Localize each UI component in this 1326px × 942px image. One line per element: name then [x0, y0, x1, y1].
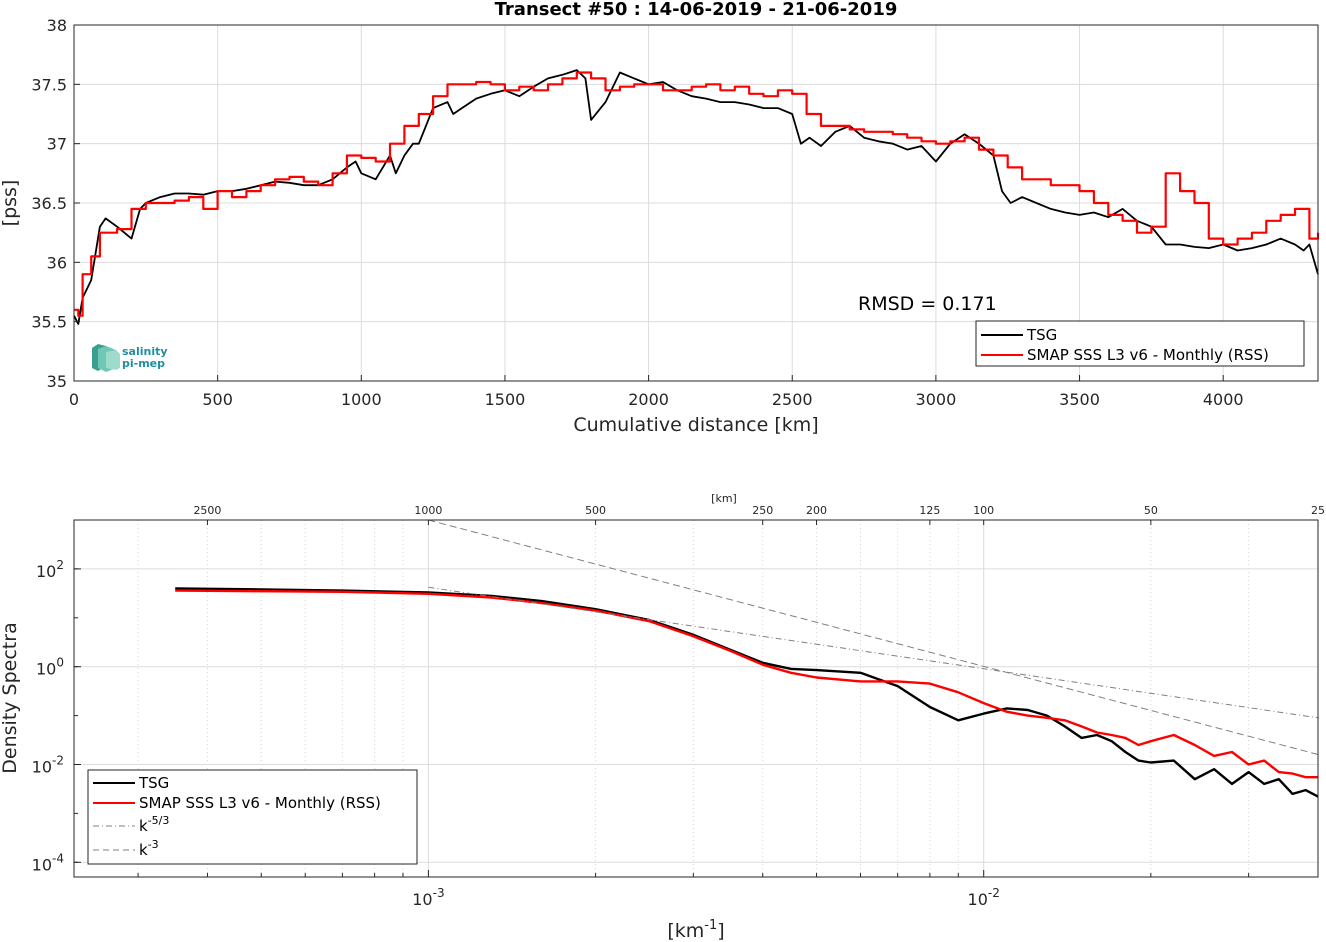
top-title: Transect #50 : 14-06-2019 - 21-06-2019 — [495, 0, 898, 20]
top-ytick-label: 35 — [47, 372, 67, 391]
top-xtick-label: 2000 — [628, 390, 669, 409]
bottom-ytick-label-base: 10 — [32, 855, 52, 874]
top-xlabel: Cumulative distance [km] — [573, 414, 818, 436]
bottom-series-tsg-line — [175, 587, 1319, 798]
bottom-xtick-label-exp: -2 — [988, 886, 1000, 900]
bottom-legend-box — [87, 769, 418, 865]
top-xtick-label: 1000 — [341, 390, 382, 409]
bottom-ytick-label-exp: 0 — [56, 656, 64, 670]
bottom-legend-label-tsg: TSG — [138, 774, 169, 792]
top-ylabel: [pss] — [0, 180, 21, 227]
bottom-plot-frame — [73, 519, 1319, 878]
bottom-xlabel-end: ] — [717, 920, 724, 942]
bottom-top-tick-label: 25 — [1311, 504, 1325, 517]
top-xtick-label: 1500 — [485, 390, 526, 409]
bottom-xlabel: [km-1] — [667, 918, 724, 942]
bottom-series-group — [175, 519, 1319, 798]
bottom-top-tick-label: 100 — [973, 504, 994, 517]
top-legend-label-tsg: TSG — [1026, 326, 1057, 344]
top-chart: 0 500 1000 1500 2000 2500 3000 3500 4000 35 35.5 36… — [0, 0, 1320, 436]
top-ytick-label: 35.5 — [31, 313, 67, 332]
bottom-xtick-label-exp: -3 — [433, 886, 445, 900]
bottom-ylabel: Density Spectra — [0, 622, 21, 773]
top-ticks: 0 500 1000 1500 2000 2500 3000 3500 4000 35 35.5 36… — [31, 16, 1243, 409]
bottom-top-axis-label: [km] — [711, 492, 737, 505]
top-xtick-label: 0 — [69, 390, 79, 409]
top-xtick-label: 3000 — [916, 390, 957, 409]
top-xtick-label: 3500 — [1059, 390, 1100, 409]
rmsd-annotation: RMSD = 0.171 — [858, 293, 997, 315]
top-legend-box — [975, 320, 1305, 367]
bottom-top-tick-label: 250 — [752, 504, 773, 517]
top-ytick-label: 36 — [47, 253, 67, 272]
bottom-xlabel-exp: -1 — [704, 918, 717, 933]
salinity-pi-mep-logo: salinity pi-mep — [92, 344, 168, 372]
top-xtick-label: 4000 — [1203, 390, 1244, 409]
bottom-series-smap-line — [175, 589, 1318, 779]
bottom-xtick-label: 10-3 — [412, 886, 444, 909]
logo-line1: salinity — [122, 345, 168, 358]
bottom-series-k3-line — [428, 519, 1319, 755]
bottom-grid — [74, 520, 1318, 877]
bottom-ytick-label-base: 10 — [36, 660, 56, 679]
bottom-top-tick-label: 50 — [1144, 504, 1158, 517]
top-ytick-label: 38 — [47, 16, 67, 35]
bottom-ytick-label-exp: 2 — [56, 558, 64, 572]
bottom-top-tick-label: 125 — [919, 504, 940, 517]
bottom-ytick-label-exp: -2 — [52, 753, 64, 767]
bottom-top-tick-label: 200 — [806, 504, 827, 517]
bottom-top-tick-label: 2500 — [193, 504, 221, 517]
top-ytick-label: 36.5 — [31, 194, 67, 213]
top-series-tsg-line — [73, 69, 1319, 325]
bottom-top-tick-label: 1000 — [414, 504, 442, 517]
bottom-series-k53-line — [428, 586, 1319, 719]
bottom-ytick-label: 100 — [36, 656, 64, 679]
bottom-ytick-label-base: 10 — [32, 757, 52, 776]
bottom-legend-label-k53: k-5/3 — [139, 814, 169, 835]
bottom-legend-k53-base: k — [139, 817, 148, 835]
top-series-smap-line — [74, 71, 1320, 317]
bottom-xtick-label: 10-2 — [968, 886, 1000, 909]
top-xtick-label: 2500 — [772, 390, 813, 409]
bottom-top-tick-label: 500 — [585, 504, 606, 517]
bottom-xlabel-base: [km — [667, 920, 704, 942]
top-series-group — [73, 69, 1320, 325]
bottom-ytick-label: 102 — [36, 558, 64, 581]
bottom-legend: TSG SMAP SSS L3 v6 - Monthly (RSS) k-5/3… — [87, 769, 418, 865]
bottom-legend-k3-base: k — [139, 841, 148, 859]
bottom-legend-k3-exp: -3 — [148, 838, 159, 851]
logo-line2: pi-mep — [122, 357, 165, 370]
bottom-legend-label-k3: k-3 — [139, 838, 159, 859]
bottom-xtick-label-base: 10 — [968, 890, 988, 909]
top-legend: TSG SMAP SSS L3 v6 - Monthly (RSS) — [975, 320, 1305, 367]
bottom-ytick-label: 10-2 — [32, 753, 64, 776]
top-legend-label-smap: SMAP SSS L3 v6 - Monthly (RSS) — [1027, 346, 1269, 364]
bottom-ytick-label-exp: -4 — [52, 851, 64, 865]
bottom-legend-k53-exp: -5/3 — [148, 814, 170, 827]
bottom-legend-label-smap: SMAP SSS L3 v6 - Monthly (RSS) — [139, 794, 381, 812]
bottom-xtick-label-base: 10 — [412, 890, 432, 909]
top-ytick-label: 37 — [47, 135, 67, 154]
bottom-ytick-label: 10-4 — [32, 851, 64, 874]
top-xtick-label: 500 — [202, 390, 233, 409]
bottom-ytick-label-base: 10 — [36, 562, 56, 581]
top-ytick-label: 37.5 — [31, 75, 67, 94]
